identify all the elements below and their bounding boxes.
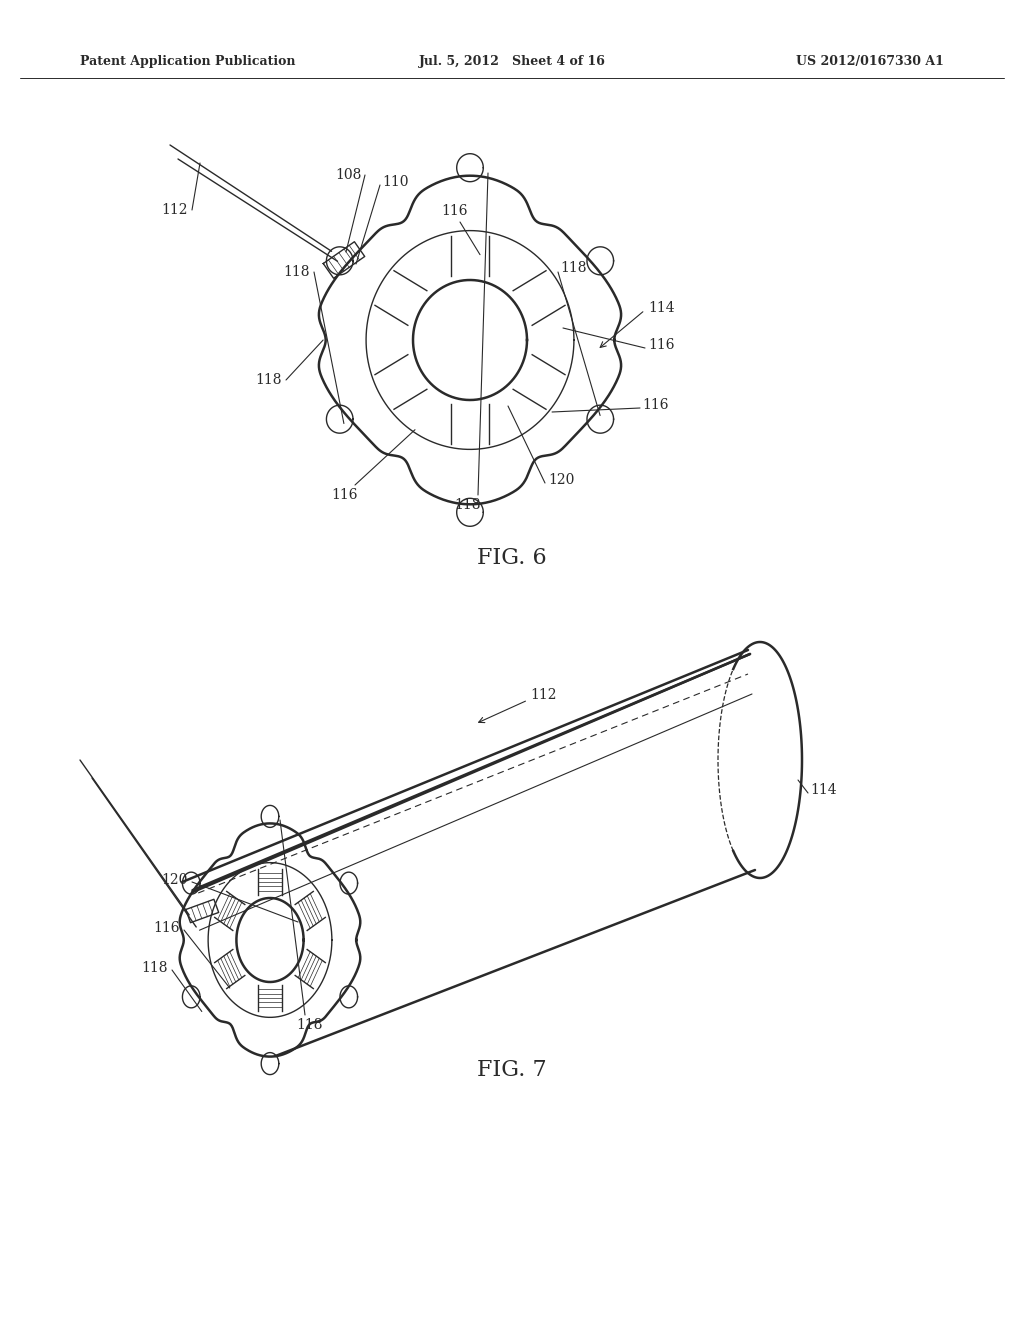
Text: 116: 116 xyxy=(642,399,669,412)
Text: 120: 120 xyxy=(548,473,574,487)
Text: 110: 110 xyxy=(382,176,409,189)
Text: 118: 118 xyxy=(560,261,587,275)
Text: FIG. 6: FIG. 6 xyxy=(477,546,547,569)
Text: 118: 118 xyxy=(284,265,310,279)
Text: Jul. 5, 2012   Sheet 4 of 16: Jul. 5, 2012 Sheet 4 of 16 xyxy=(419,55,605,69)
Text: Patent Application Publication: Patent Application Publication xyxy=(80,55,296,69)
Text: 116: 116 xyxy=(332,488,358,502)
Text: 118: 118 xyxy=(455,498,481,512)
Text: 116: 116 xyxy=(441,205,468,218)
Text: US 2012/0167330 A1: US 2012/0167330 A1 xyxy=(796,55,944,69)
Text: 116: 116 xyxy=(154,921,180,935)
Text: 118: 118 xyxy=(297,1018,324,1032)
Text: 118: 118 xyxy=(141,961,168,975)
Text: FIG. 7: FIG. 7 xyxy=(477,1059,547,1081)
Text: 120: 120 xyxy=(162,873,188,887)
Text: 118: 118 xyxy=(256,374,282,387)
Text: 108: 108 xyxy=(336,168,362,182)
Text: 114: 114 xyxy=(648,301,675,315)
Text: 112: 112 xyxy=(162,203,188,216)
Text: 114: 114 xyxy=(810,783,837,797)
Text: 116: 116 xyxy=(648,338,675,352)
Text: 112: 112 xyxy=(530,688,556,702)
